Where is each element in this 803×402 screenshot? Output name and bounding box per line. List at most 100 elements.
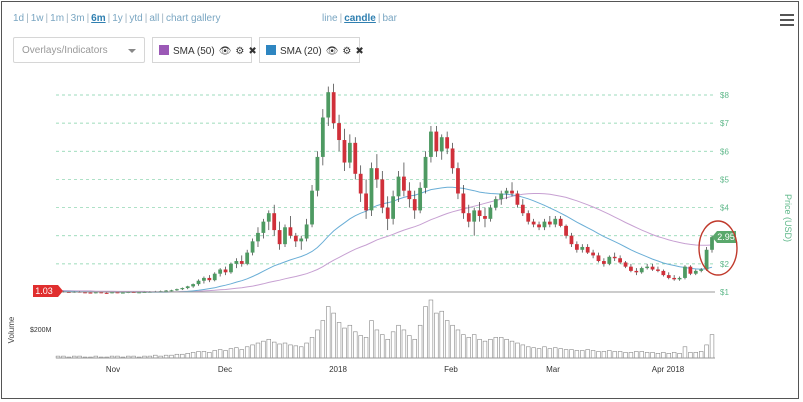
range-separator: |	[45, 13, 49, 24]
highlight-circle	[698, 220, 738, 276]
candle-body	[320, 117, 325, 157]
volume-bar	[266, 338, 271, 359]
candle-body	[229, 263, 233, 273]
volume-bar	[380, 334, 385, 359]
volume-bar	[677, 353, 682, 359]
candle-body	[293, 235, 298, 242]
type-separator: |	[377, 13, 381, 24]
chart-type-bar[interactable]: bar	[382, 13, 397, 24]
close-icon[interactable]: ✖︎	[355, 46, 364, 57]
hamburger-menu-icon[interactable]	[780, 14, 794, 26]
range-1d[interactable]: 1d	[13, 13, 25, 24]
start-price-badge: 1.03	[33, 285, 63, 297]
gear-icon[interactable]: ⚙︎	[235, 46, 245, 57]
chart-type-selector: line | candle | bar	[322, 13, 397, 24]
candle-body	[212, 273, 217, 281]
range-1y[interactable]: 1y	[112, 13, 123, 24]
candle-body	[542, 221, 547, 228]
candle-body	[342, 140, 347, 163]
volume-bar	[590, 350, 596, 359]
volume-bar	[428, 299, 434, 359]
volume-bars	[55, 299, 715, 359]
candle-body	[412, 199, 417, 211]
candle-body	[515, 193, 520, 205]
candle-body	[710, 237, 714, 250]
overlays-dropdown[interactable]: Overlays/Indicators	[13, 37, 145, 63]
volume-bar	[439, 310, 444, 359]
candle-body	[391, 196, 395, 219]
candle-body	[510, 190, 514, 194]
volume-bar	[493, 337, 498, 359]
volume-bar	[401, 329, 407, 359]
candle-body	[375, 168, 379, 180]
candle-body	[402, 176, 406, 191]
volume-bar	[444, 320, 450, 359]
volume-bar	[596, 351, 601, 359]
volume-bar	[558, 348, 563, 359]
volume-bar	[698, 351, 704, 359]
range-chart-gallery[interactable]: chart gallery	[165, 13, 221, 24]
volume-bar	[617, 351, 623, 359]
gear-icon[interactable]: ⚙︎	[342, 46, 352, 57]
y-tick-label: $5	[720, 175, 729, 184]
volume-bar	[542, 346, 547, 359]
volume-bar	[504, 338, 509, 359]
y-tick-label: $4	[720, 204, 729, 213]
range-all[interactable]: all	[149, 13, 160, 24]
candle-body	[369, 168, 374, 211]
candle-body	[385, 207, 390, 219]
volume-bar	[709, 334, 715, 359]
candle-body	[629, 266, 633, 271]
end-price-badge: 2.95	[712, 231, 736, 243]
sma20-line	[58, 186, 713, 293]
candle-body	[164, 290, 168, 292]
candle-body	[569, 235, 574, 245]
candle-body	[277, 230, 282, 245]
candle-body	[704, 249, 709, 270]
x-tick-label: Nov	[106, 365, 120, 374]
range-1m[interactable]: 1m	[50, 13, 65, 24]
candle-body	[596, 255, 601, 262]
x-tick-label: 2018	[329, 365, 347, 374]
candles	[56, 83, 714, 294]
candle-body	[245, 252, 250, 264]
range-separator: |	[144, 13, 148, 24]
eye-icon[interactable]: 👁︎	[218, 46, 232, 57]
candle-body	[347, 142, 352, 163]
volume-bar	[331, 312, 336, 359]
y-axis-ticks: $1$2$3$4$5$6$7$8	[720, 91, 729, 297]
y-axis-label: Price (USD)	[783, 194, 793, 242]
eye-icon[interactable]: 👁︎	[325, 46, 339, 57]
candle-body	[472, 210, 477, 222]
candle-body	[456, 168, 460, 194]
range-ytd[interactable]: ytd	[129, 13, 143, 24]
volume-bar	[234, 347, 239, 359]
range-selector: 1d | 1w | 1m | 3m | 6m | 1y | ytd | all | chart gallery	[13, 13, 220, 24]
chart-type-candle[interactable]: candle	[344, 13, 376, 24]
sma50-color-swatch	[159, 45, 169, 55]
range-separator: |	[107, 13, 111, 24]
candle-body	[115, 292, 120, 294]
candle-body	[645, 266, 650, 269]
volume-bar	[585, 349, 590, 359]
volume-bar	[363, 337, 369, 359]
candle-body	[499, 193, 504, 200]
volume-bar	[628, 352, 634, 359]
candle-body	[504, 190, 509, 194]
range-6m[interactable]: 6m	[91, 13, 106, 24]
candle-body	[537, 224, 541, 228]
range-3m[interactable]: 3m	[70, 13, 85, 24]
candle-body	[288, 227, 293, 236]
volume-bar	[661, 352, 666, 359]
candle-body	[612, 256, 617, 259]
chart-type-line[interactable]: line	[322, 13, 338, 24]
candle-body	[358, 173, 363, 194]
candle-body	[639, 268, 644, 273]
candle-body	[272, 213, 277, 231]
close-icon[interactable]: ✖︎	[248, 46, 257, 57]
range-1w[interactable]: 1w	[30, 13, 44, 24]
volume-bar	[261, 340, 266, 359]
volume-bar	[601, 351, 607, 359]
volume-bar	[488, 338, 493, 359]
